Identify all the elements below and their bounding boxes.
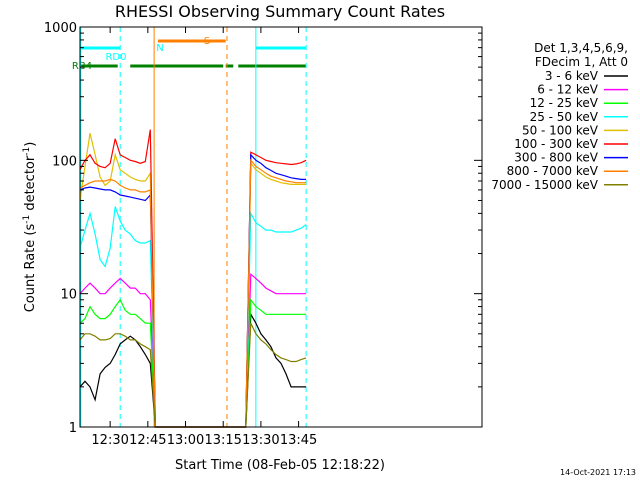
y-axis-label-sup2: -1	[22, 147, 32, 156]
x-axis-label: Start Time (08-Feb-05 12:18:22)	[175, 458, 385, 473]
y-tick-label-2: 100	[52, 154, 77, 169]
x-tick-label-5: 13:45	[280, 433, 317, 448]
x-tick-label-3: 13:15	[204, 433, 241, 448]
chart-title: RHESSI Observing Summary Count Rates	[115, 2, 445, 21]
series-line-3	[79, 206, 307, 428]
x-tick-label-4: 13:30	[242, 433, 279, 448]
y-axis-label-sup: -1	[22, 215, 32, 224]
x-tick-label-1: 12:45	[129, 433, 166, 448]
series-line-7	[79, 158, 307, 428]
y-axis: 1 10 100 1000	[44, 21, 482, 436]
flags-layer: N RD0 RB4 S	[72, 36, 307, 72]
series-line-0	[79, 312, 307, 428]
legend-item-label-7: 800 - 7000 keV	[507, 164, 599, 178]
y-axis-label-tail: detector	[23, 155, 38, 215]
legend-item-label-6: 300 - 800 keV	[514, 151, 598, 165]
x-axis: 12:30 12:45 13:00 13:15 13:30 13:45	[91, 27, 317, 448]
legend-item-label-4: 50 - 100 keV	[522, 123, 599, 137]
plot-frame	[79, 26, 483, 428]
flag-n-label: N	[156, 43, 163, 54]
x-tick-label-0: 12:30	[91, 433, 128, 448]
legend-item-label-2: 12 - 25 keV	[530, 96, 599, 110]
x-tick-label-2: 13:00	[167, 433, 204, 448]
timestamp: 14-Oct-2021 17:13	[560, 468, 636, 477]
vertical-markers	[80, 27, 307, 427]
series-layer	[79, 129, 307, 428]
y-tick-label-3: 1000	[44, 21, 77, 36]
legend-item-label-3: 25 - 50 keV	[530, 110, 599, 124]
flag-s-label: S	[204, 36, 210, 47]
series-line-5	[79, 129, 307, 428]
legend-item-label-1: 6 - 12 keV	[537, 83, 599, 97]
y-tick-label-0: 1	[69, 421, 77, 436]
y-axis-label-close: )	[23, 142, 38, 147]
legend-item-label-8: 7000 - 15000 keV	[491, 178, 598, 192]
series-line-8	[79, 322, 307, 428]
legend: Det 1,3,4,5,6,9, FDecim 1, Att 0 3 - 6 k…	[491, 41, 628, 192]
legend-header-line-2: FDecim 1, Att 0	[535, 55, 628, 69]
series-line-2	[79, 298, 307, 428]
legend-item-label-5: 100 - 300 keV	[514, 137, 598, 151]
legend-item-label-0: 3 - 6 keV	[545, 69, 599, 83]
y-axis-label: Count Rate (s-1 detector-1)	[22, 142, 38, 313]
y-tick-label-1: 10	[60, 288, 77, 303]
legend-header-line-1: Det 1,3,4,5,6,9,	[534, 41, 628, 55]
flag-rd0-label: RD0	[105, 52, 126, 63]
flag-rb4-label: RB4	[72, 61, 92, 72]
y-axis-label-main: Count Rate (s	[23, 224, 38, 313]
